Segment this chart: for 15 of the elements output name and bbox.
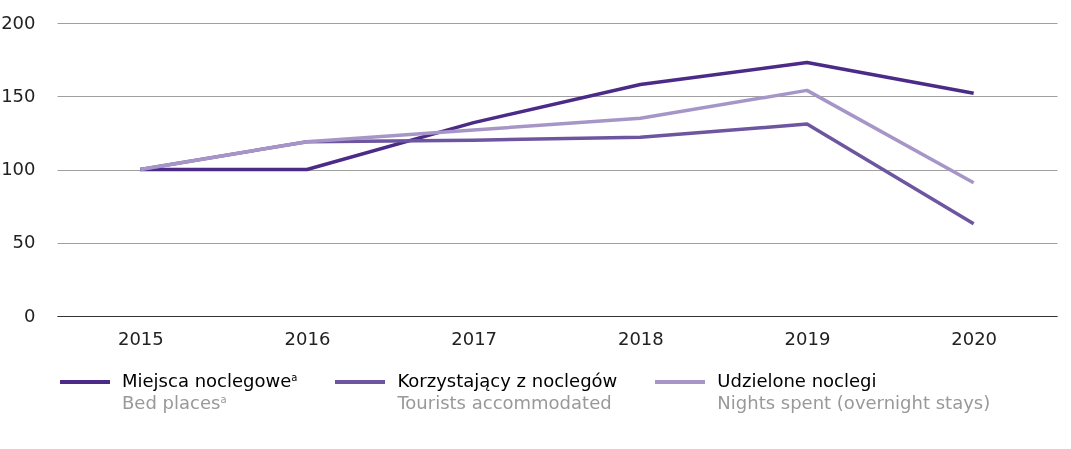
line-series — [138, 88, 976, 185]
y-tick-label: 100 — [1, 158, 36, 179]
x-tick-label: 2018 — [617, 327, 664, 349]
legend-label: Korzystający z noclegów Tourists accommodated — [397, 370, 618, 414]
y-tick-label: 150 — [1, 84, 36, 106]
x-tick-label: 2019 — [784, 327, 831, 349]
text: Miejsca noclegowe$^{a}$ Bed places$^{a}$ — [122, 370, 298, 413]
y-tick-label: 200 — [1, 11, 36, 33]
y-tick-label: 50 — [12, 231, 36, 253]
legend-label: Udzielone noclegi Nights spent (overnight stays) — [717, 370, 991, 414]
y-tick-label: 0 — [24, 304, 36, 326]
x-tick-label: 2016 — [284, 327, 331, 349]
x-tick-label: 2020 — [951, 327, 998, 349]
x-tick-label: 2017 — [451, 327, 498, 349]
x-tick-label: 2015 — [117, 327, 164, 349]
